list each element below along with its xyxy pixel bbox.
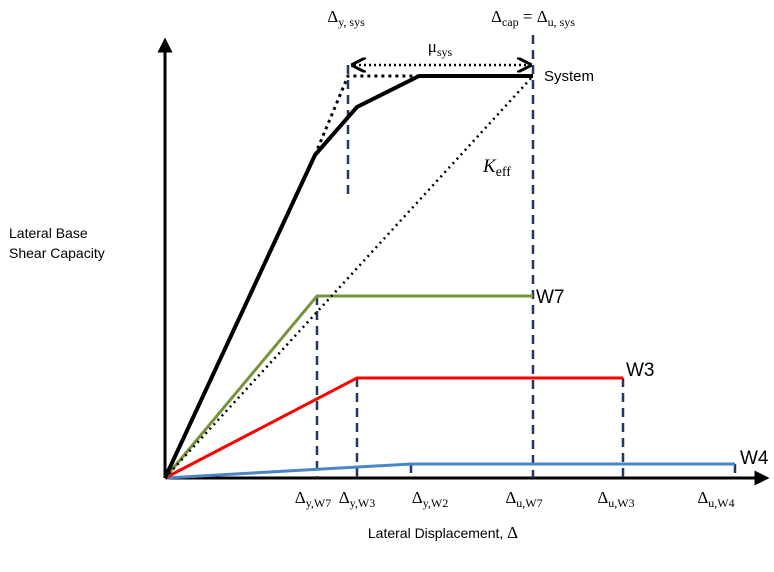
label-w3: W3 <box>626 360 655 381</box>
tick-dy-w7: Δy,W7 <box>295 488 331 510</box>
w4-curve <box>165 464 735 478</box>
tick-dy-w2: Δy,W2 <box>412 488 448 510</box>
label-w7: W7 <box>536 287 565 308</box>
guide-lines <box>317 35 735 478</box>
x-axis-label: Lateral Displacement, Δ <box>368 523 518 542</box>
tick-du-w7: Δu,W7 <box>505 488 542 510</box>
label-dy-sys: Δy, sys <box>327 7 365 29</box>
y-axis-label: Lateral Base Shear Capacity <box>9 225 105 261</box>
label-mu-sys: μsys <box>428 37 453 59</box>
label-system: System <box>544 68 594 85</box>
tick-dy-w3: Δy,W3 <box>339 488 375 510</box>
label-keff: Keff <box>482 156 511 180</box>
label-dcap: Δcap = Δu, sys <box>491 7 575 29</box>
x-tick-labels: Δy,W7 Δy,W3 Δy,W2 Δu,W7 Δu,W3 Δu,W4 <box>295 488 735 510</box>
keff-secant-line <box>165 76 533 478</box>
tick-du-w4: Δu,W4 <box>697 488 734 510</box>
label-w4: W4 <box>740 448 769 469</box>
tick-du-w3: Δu,W3 <box>597 488 634 510</box>
